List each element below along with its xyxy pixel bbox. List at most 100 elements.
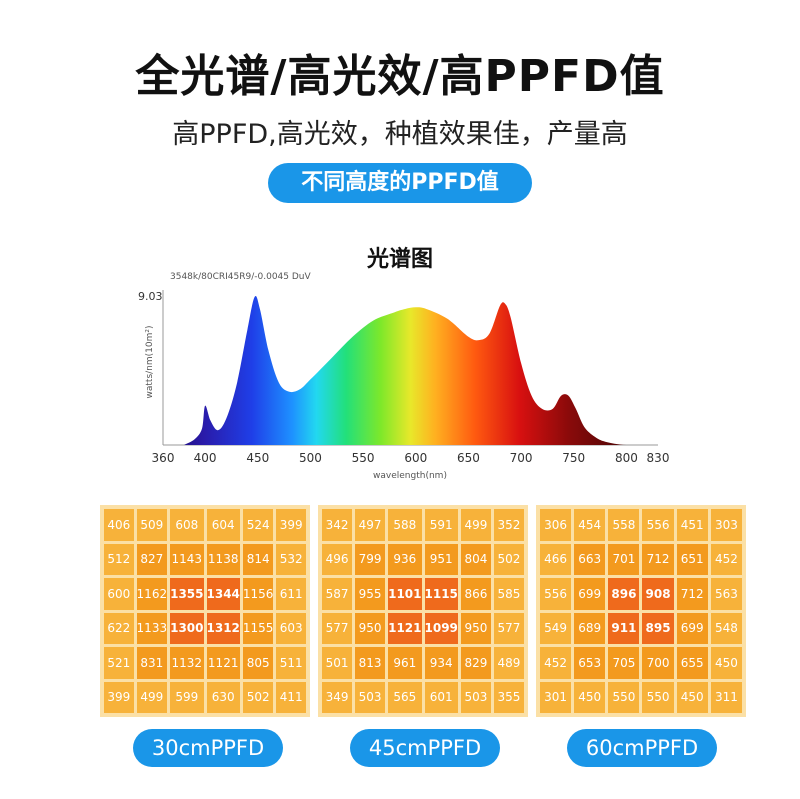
ppfd-cell: 563: [710, 578, 742, 610]
ppfd-cell: 699: [676, 612, 708, 644]
ppfd-cell: 585: [493, 578, 524, 610]
ppfd-cell: 950: [460, 612, 491, 644]
ppfd-cell: 558: [608, 509, 640, 541]
ppfd-cell: 489: [493, 647, 524, 679]
ppfd-cell: 499: [460, 509, 491, 541]
ppfd-cell: 509: [136, 509, 168, 541]
ppfd-cell: 532: [276, 543, 306, 575]
ppfd-cell: 1155: [242, 612, 274, 644]
ppfd-cell: 866: [460, 578, 491, 610]
ppfd-cell: 950: [355, 612, 386, 644]
ppfd-cell: 827: [136, 543, 168, 575]
page-subtitle: 高PPFD,高光效，种植效果佳，产量高: [172, 119, 628, 150]
ppfd-cell: 399: [276, 509, 306, 541]
ppfd-cell: 466: [540, 543, 572, 575]
ppfd-cell: 549: [540, 612, 572, 644]
ppfd-cell: 689: [574, 612, 606, 644]
ppfd-cell: 303: [710, 509, 742, 541]
x-tick-label: 360: [152, 451, 175, 465]
ppfd-cell: 699: [574, 578, 606, 610]
ppfd-cell: 450: [710, 647, 742, 679]
ppfd-cell: 406: [104, 509, 134, 541]
ppfd-cell: 1121: [206, 647, 240, 679]
ppfd-cell: 663: [574, 543, 606, 575]
ppfd-cell: 550: [608, 681, 640, 713]
ppfd-cell: 911: [608, 612, 640, 644]
x-tick-label: 750: [562, 451, 585, 465]
ppfd-cell: 301: [540, 681, 572, 713]
page-title: 全光谱/高光效/高PPFD值: [135, 51, 665, 102]
ppfd-cell: 503: [460, 681, 491, 713]
x-tick-label: 500: [299, 451, 322, 465]
ppfd-cell: 499: [136, 681, 168, 713]
ppfd-cell: 700: [642, 647, 674, 679]
ppfd-cell: 454: [574, 509, 606, 541]
ppfd-cell: 451: [676, 509, 708, 541]
ppfd-grid-45cm: 342 497 588 591 499 352 496 799 936 951 804 502 587 9…: [318, 505, 528, 717]
ppfd-cell: 630: [206, 681, 240, 713]
ppfd-cell: 1101: [388, 578, 422, 610]
x-tick-label: 600: [404, 451, 427, 465]
ppfd-cell: 655: [676, 647, 708, 679]
grid-label-45cm: 45cmPPFD: [350, 729, 500, 767]
ppfd-cell: 1143: [170, 543, 204, 575]
spectrum-chart: 3548k/80CRI45R9/-0.0045 DuV 9.03 watts/n…: [138, 272, 670, 481]
ppfd-cell: 450: [574, 681, 606, 713]
ppfd-cell: 829: [460, 647, 491, 679]
ppfd-cell: 311: [710, 681, 742, 713]
ppfd-cell: 349: [322, 681, 353, 713]
ppfd-cell: 805: [242, 647, 274, 679]
ppfd-cell: 1344: [206, 578, 240, 610]
ppfd-cell: 712: [642, 543, 674, 575]
ppfd-cell: 450: [676, 681, 708, 713]
ppfd-cell: 936: [388, 543, 422, 575]
x-tick-label: 550: [352, 451, 375, 465]
ppfd-cell: 1300: [170, 612, 204, 644]
ppfd-cell: 799: [355, 543, 386, 575]
x-tick-label: 830: [647, 451, 670, 465]
spectrum-area: [184, 296, 658, 445]
ppfd-cell: 599: [170, 681, 204, 713]
y-axis-label: watts/nm(10m²): [145, 326, 155, 399]
ppfd-cell: 496: [322, 543, 353, 575]
ppfd-cell: 608: [170, 509, 204, 541]
y-max-label: 9.03: [138, 290, 163, 303]
grid-label-60cm: 60cmPPFD: [567, 729, 717, 767]
ppfd-cell: 934: [424, 647, 458, 679]
ppfd-cell: 502: [493, 543, 524, 575]
ppfd-cell: 399: [104, 681, 134, 713]
ppfd-cell: 1312: [206, 612, 240, 644]
ppfd-cell: 951: [424, 543, 458, 575]
ppfd-cell: 503: [355, 681, 386, 713]
ppfd-cell: 604: [206, 509, 240, 541]
ppfd-cell: 712: [676, 578, 708, 610]
ppfd-cell: 651: [676, 543, 708, 575]
x-tick-label: 650: [457, 451, 480, 465]
ppfd-grid-60cm: 306 454 558 556 451 303 466 663 701 712 651 452 556 6…: [536, 505, 746, 717]
ppfd-cell: 804: [460, 543, 491, 575]
ppfd-cell: 1138: [206, 543, 240, 575]
x-tick-label: 800: [615, 451, 638, 465]
ppfd-cell: 1099: [424, 612, 458, 644]
ppfd-cell: 352: [493, 509, 524, 541]
ppfd-grid-30cm: 406 509 608 604 524 399 512 827 1143 1138 814 532 60…: [100, 505, 310, 717]
ppfd-cell: 1115: [424, 578, 458, 610]
x-axis-label: wavelength(nm): [373, 471, 447, 481]
ppfd-cell: 908: [642, 578, 674, 610]
ppfd-cell: 814: [242, 543, 274, 575]
ppfd-cell: 1132: [170, 647, 204, 679]
ppfd-cell: 1156: [242, 578, 274, 610]
ppfd-cell: 355: [493, 681, 524, 713]
ppfd-cell: 548: [710, 612, 742, 644]
ppfd-cell: 895: [642, 612, 674, 644]
ppfd-cell: 524: [242, 509, 274, 541]
ppfd-cell: 601: [424, 681, 458, 713]
ppfd-cell: 587: [322, 578, 353, 610]
ppfd-cell: 705: [608, 647, 640, 679]
x-tick-label: 700: [510, 451, 533, 465]
x-tick-label: 450: [246, 451, 269, 465]
ppfd-cell: 550: [642, 681, 674, 713]
ppfd-cell: 502: [242, 681, 274, 713]
ppfd-cell: 577: [493, 612, 524, 644]
spectrum-annotation: 3548k/80CRI45R9/-0.0045 DuV: [170, 272, 311, 282]
